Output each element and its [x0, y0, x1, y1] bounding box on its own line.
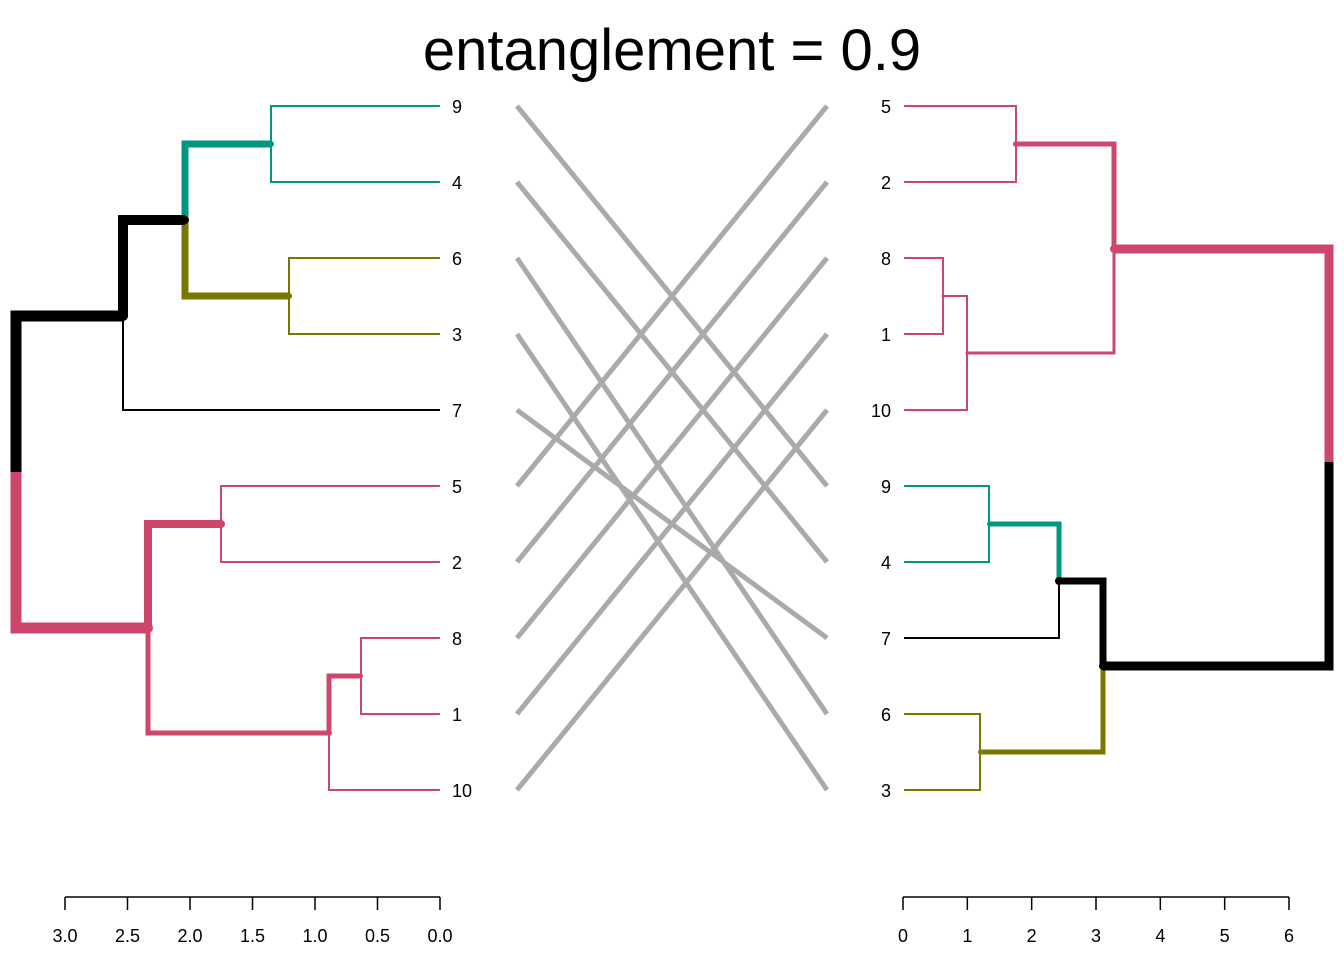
left-branch — [360, 637, 440, 715]
right-branch — [904, 257, 944, 335]
right-branch — [989, 521, 1062, 581]
right-branch — [904, 295, 968, 411]
connector-lines — [514, 104, 830, 792]
left-axis-tick-label: 1.0 — [302, 926, 327, 946]
left-node-point — [286, 293, 292, 299]
left-axis-tick-label: 2.0 — [177, 926, 202, 946]
right-dendrogram — [904, 105, 1334, 791]
right-node-point — [1110, 245, 1118, 253]
left-leaf-label: 1 — [452, 705, 462, 725]
right-node-point — [1099, 662, 1107, 670]
right-leaf-label: 6 — [881, 705, 891, 725]
left-leaf-label: 9 — [452, 97, 462, 117]
left-branch — [288, 257, 440, 335]
right-node-point — [1055, 577, 1063, 585]
left-node-point — [143, 623, 153, 633]
right-axis-tick-label: 2 — [1027, 926, 1037, 946]
left-branch — [10, 310, 123, 472]
left-node-point — [181, 216, 189, 224]
left-node-point — [217, 520, 225, 528]
connector-line — [515, 256, 829, 640]
left-node-point — [359, 674, 363, 678]
left-branch — [326, 673, 361, 733]
right-height-axis: 0 1 2 3 4 5 6 — [898, 896, 1294, 946]
left-leaf-label: 5 — [452, 477, 462, 497]
left-leaf-label: 7 — [452, 401, 462, 421]
left-leaf-label: 6 — [452, 249, 462, 269]
right-node-point — [941, 294, 945, 298]
right-branch — [904, 105, 1017, 183]
left-height-axis: 3.0 2.5 2.0 1.5 1.0 0.5 0.0 — [52, 896, 453, 946]
right-leaf-label: 1 — [881, 325, 891, 345]
connector-line — [515, 408, 829, 792]
right-axis-tick-label: 3 — [1091, 926, 1101, 946]
right-axis-tick-label: 0 — [898, 926, 908, 946]
right-leaf-label: 2 — [881, 173, 891, 193]
connector-line — [515, 104, 829, 488]
left-branch — [144, 520, 221, 628]
right-branch — [1103, 462, 1334, 671]
left-node-point — [326, 730, 332, 736]
right-node-point — [1013, 141, 1019, 147]
left-branch — [328, 733, 440, 791]
right-branch — [904, 713, 981, 791]
right-node-point — [987, 522, 991, 526]
left-axis-tick-label: 1.5 — [240, 926, 265, 946]
right-branch — [904, 581, 1060, 639]
right-branch — [1059, 577, 1107, 666]
left-branch — [118, 215, 185, 316]
left-node-point — [268, 141, 274, 147]
left-leaf-label: 2 — [452, 553, 462, 573]
connector-line — [514, 256, 830, 716]
connector-line — [515, 180, 829, 564]
right-leaf-label: 9 — [881, 477, 891, 497]
right-leaf-label: 8 — [881, 249, 891, 269]
left-dendrogram — [10, 105, 440, 791]
right-branch — [904, 485, 990, 563]
right-node-point — [978, 750, 982, 754]
left-branch — [181, 140, 271, 220]
left-branch — [270, 105, 440, 183]
right-branch — [1016, 141, 1117, 249]
right-branch — [980, 666, 1106, 755]
left-leaf-labels: 9 4 6 3 7 5 2 8 1 10 — [452, 97, 472, 801]
right-axis-tick-label: 5 — [1220, 926, 1230, 946]
left-leaf-label: 10 — [452, 781, 472, 801]
left-branch — [122, 316, 440, 411]
connector-line — [514, 332, 830, 792]
left-leaf-label: 3 — [452, 325, 462, 345]
left-branch — [145, 628, 329, 736]
right-leaf-label: 10 — [871, 401, 891, 421]
right-axis-tick-label: 6 — [1284, 926, 1294, 946]
connector-line — [515, 332, 829, 716]
right-axis-tick-label: 1 — [962, 926, 972, 946]
right-leaf-label: 4 — [881, 553, 891, 573]
left-axis-tick-label: 0.0 — [427, 926, 452, 946]
left-branch — [10, 472, 148, 634]
right-branch — [967, 249, 1116, 355]
chart-title: entanglement = 0.9 — [423, 18, 921, 83]
left-leaf-label: 4 — [452, 173, 462, 193]
right-node-point — [965, 351, 969, 355]
left-leaf-label: 8 — [452, 629, 462, 649]
left-node-point — [118, 311, 128, 321]
left-branch — [220, 485, 440, 563]
left-axis-tick-label: 3.0 — [52, 926, 77, 946]
left-axis-tick-label: 2.5 — [115, 926, 140, 946]
right-leaf-label: 5 — [881, 97, 891, 117]
left-axis-tick-label: 0.5 — [365, 926, 390, 946]
left-branch — [181, 220, 289, 300]
right-leaf-labels: 5 2 8 1 10 9 4 7 6 3 — [871, 97, 891, 801]
right-axis-tick-label: 4 — [1155, 926, 1165, 946]
right-leaf-label: 3 — [881, 781, 891, 801]
right-leaf-label: 7 — [881, 629, 891, 649]
right-branch — [1114, 244, 1334, 462]
